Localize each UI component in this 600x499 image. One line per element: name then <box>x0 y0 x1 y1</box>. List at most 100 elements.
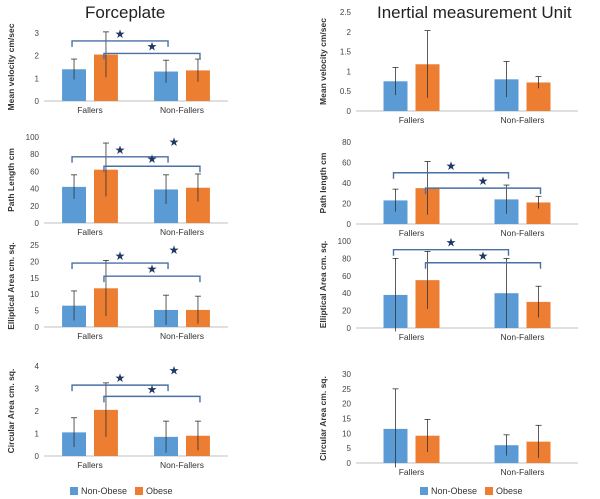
imu-circular-ytick-6: 30 <box>342 370 351 379</box>
imu-velocity-ytick-1: 0.5 <box>340 87 352 96</box>
imu-elliptical-xlabel-fallers: Fallers <box>399 332 425 342</box>
fp-path-bracket-0 <box>71 156 169 163</box>
imu-path-star-0: ★ <box>446 159 457 173</box>
legend-label-non-obese: Non-Obese <box>81 486 128 496</box>
legend-item-non-obese-right: Non-Obese <box>420 486 477 496</box>
fp-circular-star-1: ★ <box>147 382 158 396</box>
fp-elliptical-bracket-0 <box>71 262 169 270</box>
fp-path-ytick-0: 0 <box>35 219 40 228</box>
legend-item-non-obese: Non-Obese <box>70 486 127 496</box>
fp-velocity-ytick-2: 2 <box>35 52 40 61</box>
imu-elliptical-ytick-2: 40 <box>342 289 351 298</box>
fp-elliptical-ytick-4: 20 <box>30 257 39 266</box>
imu-circular-ytick-0: 0 <box>347 459 352 468</box>
legend-label-obese-right: Obese <box>496 486 523 496</box>
fp-velocity-ytick-1: 1 <box>35 74 40 83</box>
legend-right: Non-Obese Obese <box>420 484 531 498</box>
legend-item-obese-right: Obese <box>485 486 523 496</box>
fp-elliptical-ytick-1: 5 <box>35 307 40 316</box>
fp-velocity-xlabel-non-fallers: Non-Fallers <box>160 105 204 115</box>
legend-label-non-obese-right: Non-Obese <box>431 486 478 496</box>
fp-elliptical-ytick-2: 10 <box>30 290 39 299</box>
imu-elliptical-xlabel-non-fallers: Non-Fallers <box>501 332 545 342</box>
imu-path-ytick-3: 60 <box>342 159 351 168</box>
imu-elliptical-ytick-4: 80 <box>342 254 351 263</box>
fp-elliptical-ytick-3: 15 <box>30 274 39 283</box>
fp-elliptical-star-0: ★ <box>115 249 126 263</box>
fp-velocity-xlabel-fallers: Fallers <box>77 105 103 115</box>
imu-velocity-ytick-2: 1 <box>347 67 352 76</box>
fp-velocity-ytick-3: 3 <box>35 29 40 38</box>
imu-path-bracket-0 <box>392 172 510 179</box>
imu-path-bracket-1 <box>424 187 542 195</box>
fp-path-bar-fallers-non-obese <box>62 186 86 223</box>
fp-elliptical-ylabel: Elliptical Area cm. sq. <box>6 242 16 330</box>
legend-swatch-obese-right <box>485 487 494 495</box>
fp-elliptical-xlabel-non-fallers: Non-Fallers <box>160 331 204 341</box>
imu-velocity-ytick-0: 0 <box>347 107 352 116</box>
fp-circular-ytick-4: 4 <box>35 362 40 371</box>
fp-elliptical-ytick-5: 25 <box>30 241 39 250</box>
fp-path-xlabel-fallers: Fallers <box>77 227 103 237</box>
fp-path-star-1: ★ <box>147 152 158 166</box>
fp-circular-ytick-0: 0 <box>35 452 40 461</box>
legend-left: Non-Obese Obese <box>70 484 181 498</box>
fp-velocity-ylabel: Mean velocity cm/sec <box>6 23 16 110</box>
imu-path-ytick-2: 40 <box>342 179 351 188</box>
fp-velocity-ytick-0: 0 <box>35 97 40 106</box>
imu-path-ytick-4: 80 <box>342 138 351 147</box>
fp-path-ytick-5: 100 <box>26 133 40 142</box>
imu-elliptical-ytick-3: 60 <box>342 272 351 281</box>
title-forceplate: Forceplate <box>85 3 166 22</box>
fp-path-bracket-1 <box>103 165 201 173</box>
fp-path-extra-star-0: ★ <box>169 135 180 149</box>
legend-swatch-obese <box>135 487 144 495</box>
imu-velocity-xlabel-non-fallers: Non-Fallers <box>501 115 545 125</box>
imu-velocity-ytick-3: 1.5 <box>340 48 352 57</box>
fp-circular-ylabel: Circular Area cm. sq. <box>6 369 16 454</box>
legend-swatch-non-obese-right <box>420 487 428 495</box>
imu-elliptical-ytick-1: 20 <box>342 307 351 316</box>
imu-circular-ytick-1: 5 <box>347 444 352 453</box>
fp-velocity-star-1: ★ <box>147 39 158 53</box>
fp-path-ytick-4: 80 <box>30 150 39 159</box>
imu-elliptical-ytick-5: 100 <box>338 237 352 246</box>
imu-elliptical-star-0: ★ <box>446 236 457 250</box>
imu-path-xlabel-fallers: Fallers <box>399 228 425 238</box>
imu-elliptical-star-1: ★ <box>478 249 489 263</box>
fp-circular-xlabel-fallers: Fallers <box>77 460 103 470</box>
imu-elliptical-bracket-1 <box>424 262 542 269</box>
imu-path-xlabel-non-fallers: Non-Fallers <box>501 228 545 238</box>
fp-elliptical-extra-star-0: ★ <box>169 243 180 257</box>
legend-swatch-non-obese <box>70 487 78 495</box>
imu-elliptical-ylabel: Elliptical Area cm. sq. <box>318 241 328 329</box>
fp-path-bar-non-fallers-non-obese <box>154 189 178 223</box>
imu-path-ylabel: Path length cm <box>318 152 328 213</box>
imu-circular-ytick-3: 15 <box>342 415 351 424</box>
fp-circular-xlabel-non-fallers: Non-Fallers <box>160 460 204 470</box>
fp-circular-ytick-3: 3 <box>35 385 40 394</box>
imu-circular-xlabel-non-fallers: Non-Fallers <box>501 467 545 477</box>
imu-velocity-ytick-4: 2 <box>347 28 352 37</box>
fp-path-star-0: ★ <box>115 143 126 157</box>
fp-circular-bracket-1 <box>103 395 201 403</box>
fp-elliptical-xlabel-fallers: Fallers <box>77 331 103 341</box>
imu-path-star-1: ★ <box>478 174 489 188</box>
imu-path-bar-non-fallers-obese <box>526 202 551 224</box>
imu-velocity-xlabel-fallers: Fallers <box>399 115 425 125</box>
imu-path-ytick-1: 20 <box>342 200 351 209</box>
imu-circular-ylabel: Circular Area cm. sq. <box>318 376 328 461</box>
legend-item-obese: Obese <box>135 486 173 496</box>
imu-circular-xlabel-fallers: Fallers <box>399 467 425 477</box>
fp-path-ytick-1: 20 <box>30 202 39 211</box>
fp-path-ylabel: Path Length cm <box>6 148 16 212</box>
legend-label-obese: Obese <box>146 486 173 496</box>
fp-circular-bracket-0 <box>71 384 169 392</box>
fp-velocity-bar-non-fallers-obese <box>186 70 210 101</box>
fp-velocity-star-0: ★ <box>115 27 126 41</box>
fp-velocity-bracket-1 <box>103 52 201 60</box>
imu-circular-ytick-4: 20 <box>342 400 351 409</box>
fp-elliptical-ytick-0: 0 <box>35 323 40 332</box>
imu-path-ytick-0: 0 <box>347 220 352 229</box>
imu-path-bar-fallers-non-obese <box>383 200 408 224</box>
